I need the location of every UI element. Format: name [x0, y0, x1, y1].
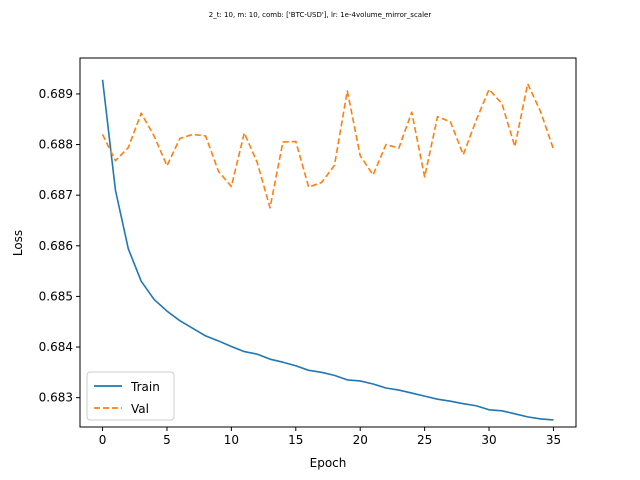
x-tick-label: 35 — [546, 433, 561, 447]
x-tick-label: 20 — [353, 433, 368, 447]
x-tick-label: 15 — [288, 433, 303, 447]
x-tick-label: 10 — [224, 433, 239, 447]
legend-label-train: Train — [130, 380, 160, 394]
y-tick-label: 0.685 — [39, 289, 73, 303]
y-tick-label: 0.687 — [39, 188, 73, 202]
plot-frame — [79, 57, 577, 428]
y-tick-label: 0.683 — [39, 391, 73, 405]
x-axis: 0 5 10 15 20 25 30 35 — [99, 427, 561, 447]
y-tick-label: 0.689 — [39, 87, 73, 101]
y-tick-label: 0.688 — [39, 138, 73, 152]
y-axis: 0.683 0.684 0.685 0.686 0.687 0.688 0.689 — [39, 87, 80, 405]
x-tick-label: 0 — [99, 433, 107, 447]
x-tick-label: 30 — [481, 433, 496, 447]
chart-title: 2_t: 10, m: 10, comb: ['BTC-USD'], lr: 1… — [209, 11, 432, 19]
y-axis-label: Loss — [11, 230, 25, 256]
series-line-val — [101, 83, 555, 209]
legend-label-val: Val — [131, 402, 149, 416]
x-tick-label: 5 — [163, 433, 171, 447]
x-tick-label: 25 — [417, 433, 432, 447]
y-tick-label: 0.684 — [39, 340, 73, 354]
series-line-train — [101, 79, 554, 421]
x-axis-label: Epoch — [310, 456, 347, 470]
legend: Train Val — [86, 371, 175, 421]
y-tick-label: 0.686 — [39, 239, 73, 253]
plot-lines — [101, 79, 555, 421]
